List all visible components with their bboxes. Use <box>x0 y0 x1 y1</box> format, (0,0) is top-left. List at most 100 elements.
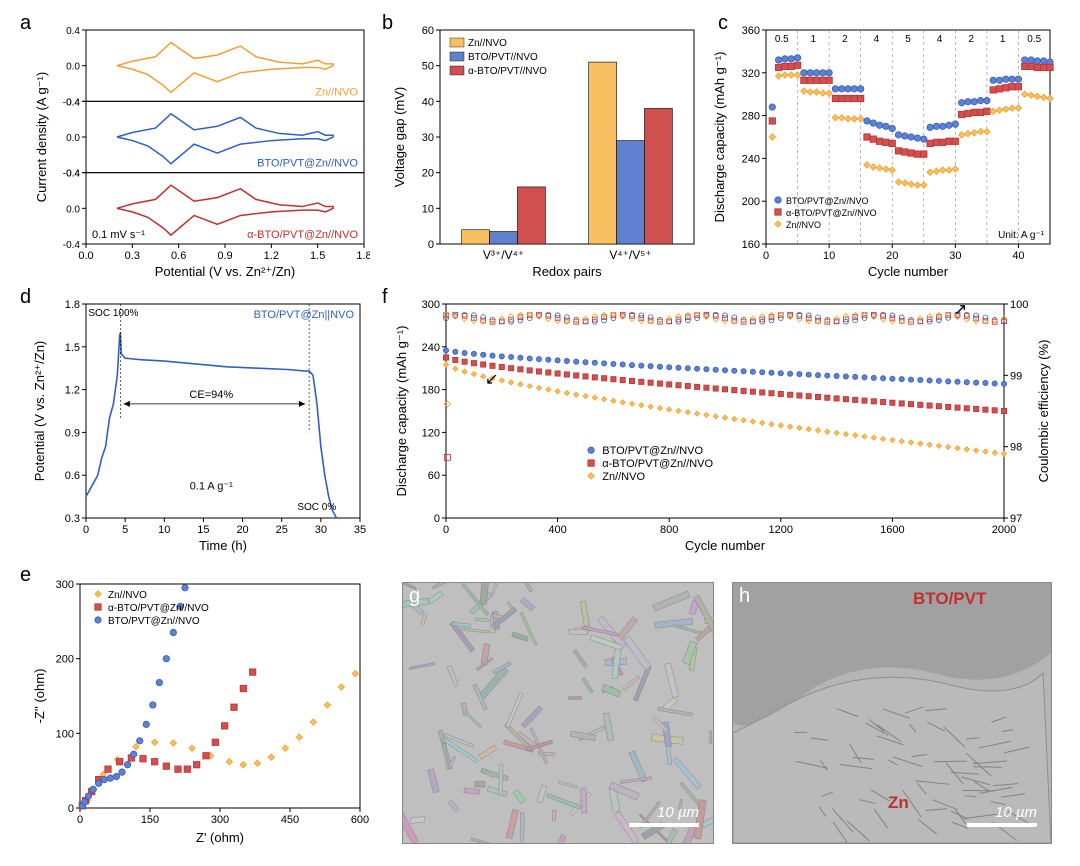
svg-text:Potential (V vs. Zn²⁺/Zn): Potential (V vs. Zn²⁺/Zn) <box>155 264 296 279</box>
svg-text:0.5: 0.5 <box>1027 34 1041 45</box>
svg-text:40: 40 <box>422 96 434 108</box>
panel-c-chart: 010203040160200240280320360Cycle numberD… <box>710 20 1060 280</box>
svg-text:600: 600 <box>351 814 369 826</box>
svg-text:0.6: 0.6 <box>171 250 186 262</box>
svg-text:BTO/PVT@Zn||NVO: BTO/PVT@Zn||NVO <box>254 309 355 321</box>
scalebar <box>967 823 1037 827</box>
svg-text:1.5: 1.5 <box>310 250 325 262</box>
svg-text:1: 1 <box>811 34 817 45</box>
svg-text:1.5: 1.5 <box>65 342 80 354</box>
panel-b-chart: 0102030405060Redox pairsVoltage gap (mV)… <box>390 20 700 280</box>
svg-text:1.8: 1.8 <box>65 299 80 311</box>
svg-text:1200: 1200 <box>769 524 793 536</box>
svg-text:400: 400 <box>548 524 566 536</box>
svg-text:BTO/PVT@Zn//NVO: BTO/PVT@Zn//NVO <box>602 445 703 457</box>
panel-e-chart: 01503004506000100200300Z' (ohm)-Z'' (ohm… <box>30 572 370 846</box>
svg-text:0.1 A g⁻¹: 0.1 A g⁻¹ <box>190 480 233 492</box>
svg-text:20: 20 <box>236 524 248 536</box>
svg-text:0.4: 0.4 <box>66 169 80 180</box>
svg-text:Unit: A g⁻¹: Unit: A g⁻¹ <box>998 230 1045 241</box>
scalebar <box>629 823 699 827</box>
svg-text:320: 320 <box>742 68 760 80</box>
svg-text:25: 25 <box>276 524 288 536</box>
svg-text:100: 100 <box>1010 299 1028 311</box>
svg-text:5: 5 <box>122 524 128 536</box>
svg-text:0: 0 <box>443 524 449 536</box>
svg-text:200: 200 <box>56 654 74 666</box>
svg-text:BTO/PVT//NVO: BTO/PVT//NVO <box>468 52 538 63</box>
svg-text:10: 10 <box>823 250 835 262</box>
svg-text:↙: ↙ <box>485 371 498 388</box>
svg-text:V⁴⁺/V⁵⁺: V⁴⁺/V⁵⁺ <box>609 248 651 262</box>
svg-text:2: 2 <box>842 34 848 45</box>
h-bot-label: Zn <box>888 793 909 813</box>
svg-text:180: 180 <box>422 385 440 397</box>
svg-text:97: 97 <box>1010 513 1022 525</box>
scale-text: 10 µm <box>657 804 699 821</box>
svg-text:240: 240 <box>422 342 440 354</box>
scale-text: 10 µm <box>995 804 1037 821</box>
panel-a-chart: -0.40.00.4Zn//NVO-0.40.00.4BTO/PVT@Zn//N… <box>30 20 370 280</box>
panel-f-chart: 0400800120016002000060120180240300979899… <box>390 294 1060 554</box>
svg-text:α-BTO/PVT@Zn//NVO: α-BTO/PVT@Zn//NVO <box>247 229 358 241</box>
svg-text:α-BTO/PVT@Zn//NVO: α-BTO/PVT@Zn//NVO <box>786 208 877 218</box>
svg-text:SOC 0%: SOC 0% <box>297 502 336 513</box>
svg-text:50: 50 <box>422 61 434 73</box>
svg-text:0: 0 <box>434 513 440 525</box>
svg-text:Time (h): Time (h) <box>199 538 247 553</box>
svg-text:Zn//NVO: Zn//NVO <box>468 38 507 49</box>
svg-text:450: 450 <box>281 814 299 826</box>
svg-text:0.0: 0.0 <box>66 133 80 144</box>
svg-text:280: 280 <box>742 111 760 123</box>
svg-text:30: 30 <box>949 250 961 262</box>
svg-text:1.8: 1.8 <box>356 250 370 262</box>
svg-text:15: 15 <box>197 524 209 536</box>
svg-text:0.9: 0.9 <box>65 427 80 439</box>
svg-text:30: 30 <box>315 524 327 536</box>
svg-text:V³⁺/V⁴⁺: V³⁺/V⁴⁺ <box>483 248 524 262</box>
svg-text:0: 0 <box>77 814 83 826</box>
svg-text:150: 150 <box>141 814 159 826</box>
svg-text:1600: 1600 <box>880 524 904 536</box>
svg-text:Voltage gap (mV): Voltage gap (mV) <box>392 87 407 187</box>
svg-text:0.3: 0.3 <box>125 250 140 262</box>
svg-text:0: 0 <box>83 524 89 536</box>
svg-text:↗: ↗ <box>954 302 967 319</box>
svg-text:800: 800 <box>660 524 678 536</box>
svg-text:98: 98 <box>1010 442 1022 454</box>
panel-g-sem: 10 µm g <box>402 582 714 844</box>
svg-text:60: 60 <box>422 25 434 37</box>
svg-text:1: 1 <box>1000 34 1006 45</box>
svg-text:20: 20 <box>886 250 898 262</box>
svg-text:5: 5 <box>905 34 911 45</box>
svg-text:10: 10 <box>422 203 434 215</box>
svg-text:BTO/PVT@Zn//NVO: BTO/PVT@Zn//NVO <box>786 196 869 206</box>
svg-text:Zn//NVO: Zn//NVO <box>602 471 645 483</box>
svg-text:Cycle number: Cycle number <box>685 538 766 553</box>
svg-text:0.5: 0.5 <box>775 34 789 45</box>
svg-text:0.6: 0.6 <box>65 470 80 482</box>
svg-text:100: 100 <box>56 728 74 740</box>
svg-text:Redox pairs: Redox pairs <box>532 264 602 279</box>
svg-text:0.3: 0.3 <box>65 513 80 525</box>
svg-text:1.2: 1.2 <box>65 385 80 397</box>
svg-text:0.0: 0.0 <box>78 250 93 262</box>
svg-text:Coulombic efficiency (%): Coulombic efficiency (%) <box>1036 340 1051 483</box>
svg-text:0.9: 0.9 <box>217 250 232 262</box>
svg-text:Discharge capacity (mAh g⁻¹): Discharge capacity (mAh g⁻¹) <box>394 326 409 497</box>
svg-text:BTO/PVT@Zn//NVO: BTO/PVT@Zn//NVO <box>257 158 358 170</box>
svg-text:99: 99 <box>1010 370 1022 382</box>
svg-text:160: 160 <box>742 239 760 251</box>
svg-text:60: 60 <box>428 470 440 482</box>
svg-text:0.4: 0.4 <box>66 97 80 108</box>
svg-text:CE=94%: CE=94% <box>189 389 233 401</box>
svg-text:α-BTO/PVT@Zn//NVO: α-BTO/PVT@Zn//NVO <box>108 603 209 614</box>
svg-text:300: 300 <box>56 579 74 591</box>
panel-f-label: f <box>382 286 388 309</box>
svg-text:10: 10 <box>158 524 170 536</box>
svg-text:2: 2 <box>968 34 974 45</box>
panel-g-label: g <box>409 585 420 608</box>
svg-text:0.1 mV s⁻¹: 0.1 mV s⁻¹ <box>92 229 145 241</box>
svg-text:0.0: 0.0 <box>66 204 80 215</box>
svg-text:0: 0 <box>763 250 769 262</box>
